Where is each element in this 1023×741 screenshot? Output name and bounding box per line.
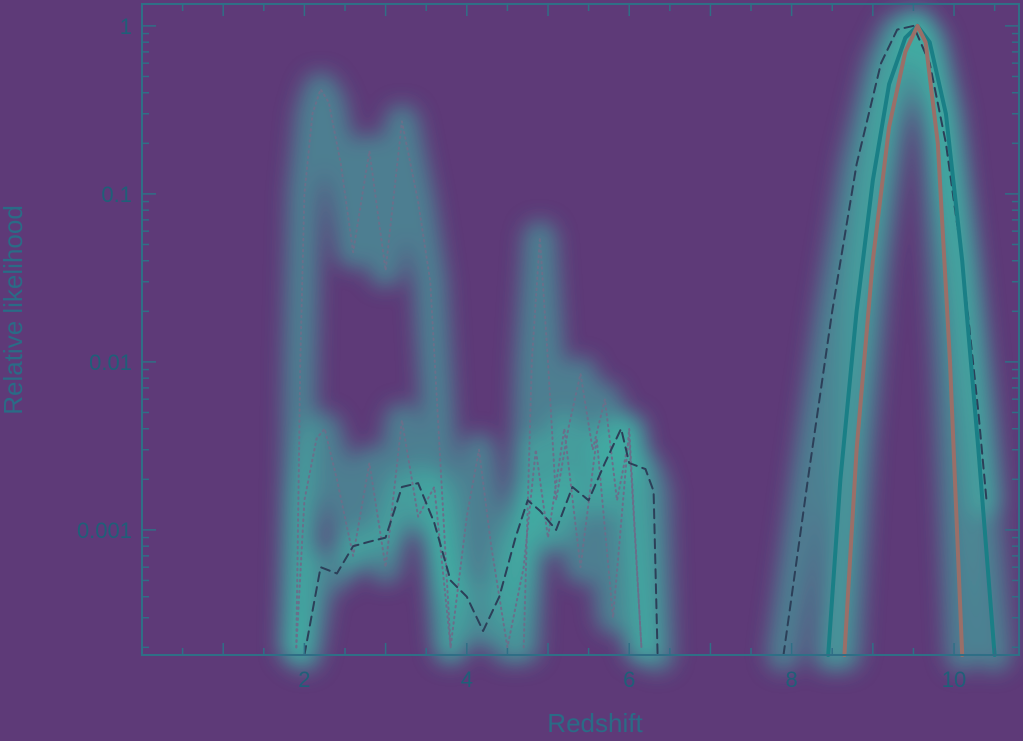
x-tick-label: 6 xyxy=(623,667,635,692)
x-tick-label: 8 xyxy=(786,667,798,692)
series-line-4-dashed xyxy=(303,427,659,656)
series-line-2-dotted xyxy=(295,419,643,649)
plot-frame xyxy=(141,3,1020,656)
x-axis-label: Redshift xyxy=(547,708,643,738)
y-tick-label: 0.01 xyxy=(89,350,132,375)
y-tick-label: 0.1 xyxy=(101,182,132,207)
y-tick-label: 0.001 xyxy=(77,518,132,543)
series-line-7-solid xyxy=(842,23,965,657)
series-line-6-solid xyxy=(826,23,997,657)
x-tick-label: 4 xyxy=(461,667,473,692)
series-line-1-dotted xyxy=(295,88,452,649)
y-axis-label: Relative likelihood xyxy=(0,205,28,415)
x-tick-label: 10 xyxy=(942,667,966,692)
series-group xyxy=(295,23,997,657)
heat-band-3 xyxy=(506,220,659,665)
y-tick-label: 1 xyxy=(120,14,132,39)
x-tick-label: 2 xyxy=(298,667,310,692)
axis-ticks: 2 4 6 8 10 1 0.1 0.01 0.001 xyxy=(77,4,1019,692)
